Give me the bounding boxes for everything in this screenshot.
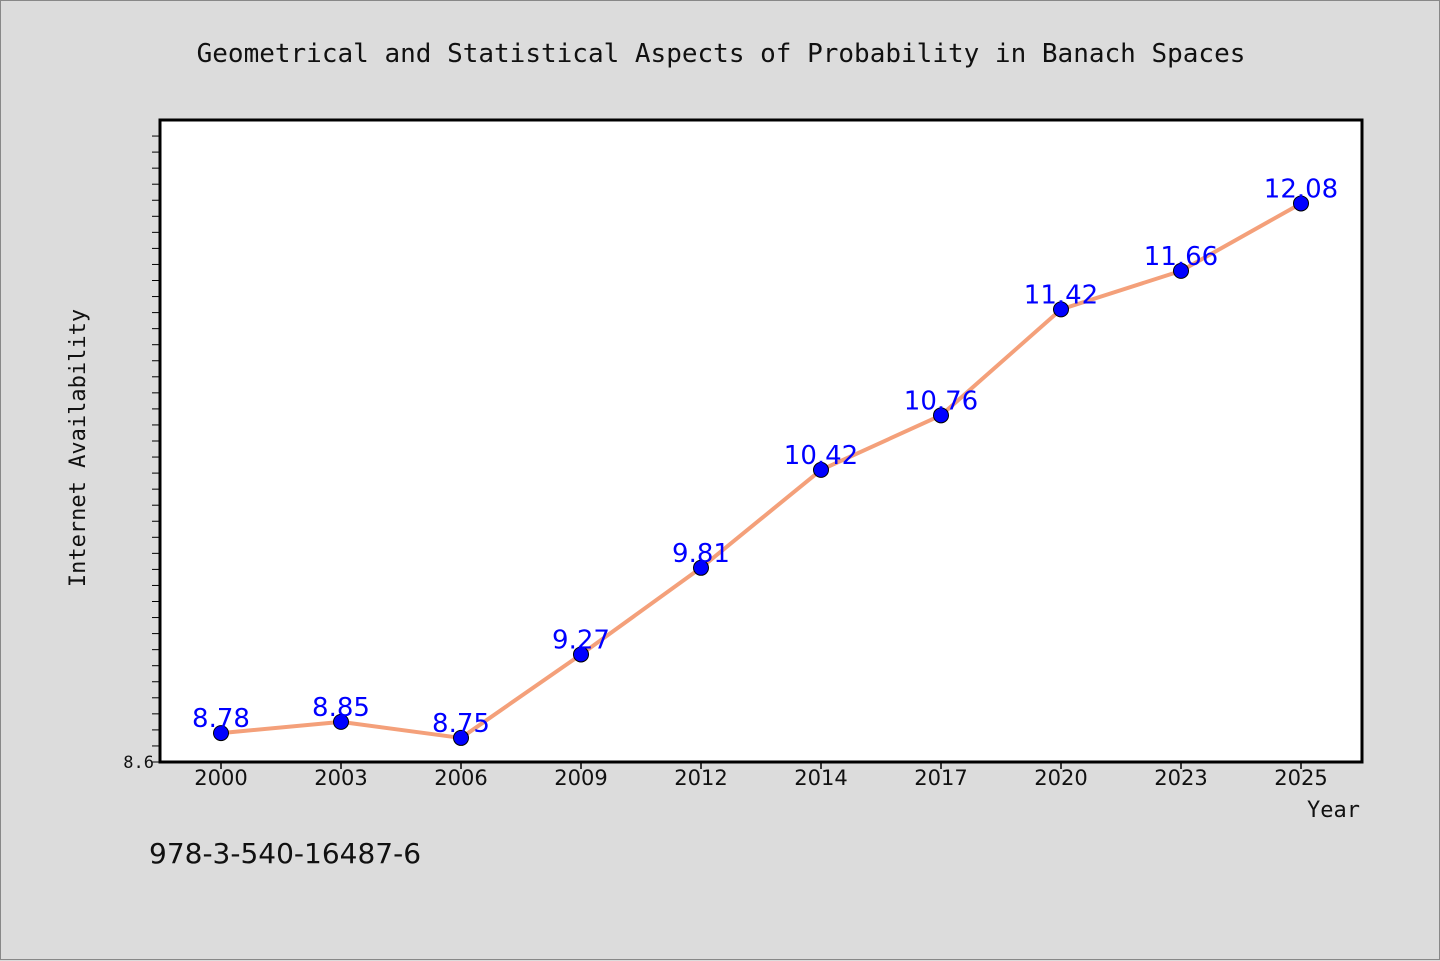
x-tick-label: 2000 xyxy=(194,766,247,790)
series-layer: 8.78 8.85 8.75 9.27 9.81 10.42 10.76 11.42 11.66… xyxy=(192,174,1338,746)
x-tick-label: 2017 xyxy=(914,766,967,790)
data-point xyxy=(933,407,949,424)
x-tick-label: 2003 xyxy=(314,766,367,790)
data-point xyxy=(813,461,829,478)
x-tick-label: 2012 xyxy=(674,766,727,790)
x-tick-label: 2009 xyxy=(554,766,607,790)
data-label: 11.42 xyxy=(1024,280,1098,310)
x-axis-label: Year xyxy=(1307,798,1360,823)
data-point xyxy=(333,713,349,730)
x-tick-label: 2020 xyxy=(1034,766,1087,790)
data-label: 9.27 xyxy=(552,625,610,655)
data-point xyxy=(1053,301,1069,318)
data-label: 8.78 xyxy=(192,704,250,734)
data-point xyxy=(693,559,709,576)
data-label: 9.81 xyxy=(672,539,730,569)
y-tick-label: 8.6 xyxy=(123,753,154,773)
data-label: 10.76 xyxy=(904,386,978,416)
data-label: 8.75 xyxy=(432,709,490,739)
x-tick-label: 2023 xyxy=(1154,766,1207,790)
y-axis-ticks: 8.6 xyxy=(123,135,160,773)
data-point xyxy=(213,725,229,742)
data-point xyxy=(1293,195,1309,212)
x-tick-label: 2014 xyxy=(794,766,847,790)
x-axis-ticks: 2000 2003 2006 2009 2012 2014 2017 2020 2023 2025 xyxy=(194,762,1328,790)
isbn-footer: 978-3-540-16487-6 xyxy=(149,837,421,870)
series-line xyxy=(219,201,1303,740)
data-point xyxy=(453,729,469,746)
y-axis-label: Internet Availability xyxy=(66,309,91,587)
x-tick-label: 2025 xyxy=(1274,766,1327,790)
x-tick-label: 2006 xyxy=(434,766,487,790)
data-label: 11.66 xyxy=(1144,242,1218,272)
data-point xyxy=(573,646,589,663)
data-label: 12.08 xyxy=(1264,174,1338,204)
chart-title: Geometrical and Statistical Aspects of P… xyxy=(197,39,1246,69)
plot-area xyxy=(158,118,1364,764)
data-label: 10.42 xyxy=(784,441,858,471)
data-point xyxy=(1173,262,1189,279)
data-label: 8.85 xyxy=(312,693,370,723)
